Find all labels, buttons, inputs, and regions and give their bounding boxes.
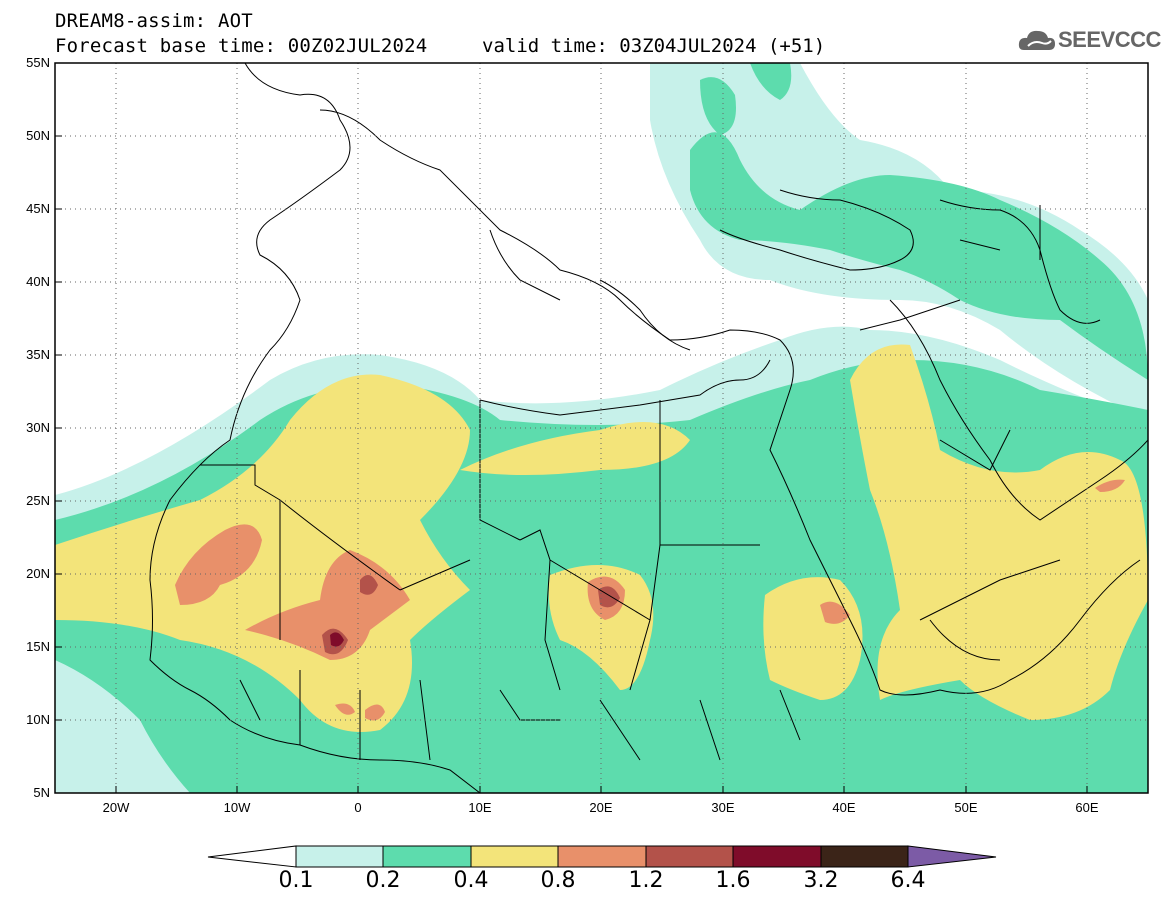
colorbar-swatch-1 [295,845,384,868]
lat-label: 20N [26,566,50,581]
lat-label: 45N [26,201,50,216]
colorbar-low-arrow [207,845,297,868]
colorbar-swatch-4 [557,845,647,868]
lon-label: 60E [1075,800,1099,815]
colorbar-label: 0.2 [365,868,401,893]
colorbar-high-arrow [907,845,997,868]
map-title: DREAM8-assim: AOT [55,10,253,32]
colorbar [207,845,997,868]
cloud-icon [1018,30,1055,50]
colorbar-swatch-5 [645,845,734,868]
lat-label: 55N [26,55,50,70]
colorbar-label: 0.8 [540,868,576,893]
lon-label: 30E [711,800,735,815]
colorbar-swatch-2 [382,845,472,868]
lat-label: 30N [26,420,50,435]
colorbar-swatch-6 [732,845,822,868]
logo-text: SEEVCCC [1058,27,1161,52]
lat-label: 5N [33,785,50,800]
lat-label: 10N [26,712,50,727]
lon-label: 20E [589,800,613,815]
colorbar-label: 6.4 [890,868,926,893]
colorbar-label: 1.6 [715,868,751,893]
colorbar-label: 3.2 [803,868,839,893]
colorbar-label: 0.4 [453,868,489,893]
lon-label: 10E [468,800,492,815]
colorbar-label: 1.2 [628,868,664,893]
lon-label: 0 [354,800,362,815]
lat-label: 35N [26,347,50,362]
colorbar-label: 0.1 [278,868,314,893]
coastlines [149,63,1148,793]
colorbar-swatch-3 [470,845,559,868]
lon-label: 40E [832,800,856,815]
lon-label: 10W [223,800,251,815]
colorbar-swatch-7 [820,845,909,868]
axis-ticks [55,62,1088,794]
lat-label: 40N [26,274,50,289]
lat-label: 25N [26,493,50,508]
lat-label: 15N [26,639,50,654]
lon-label: 50E [954,800,978,815]
forecast-base-time: Forecast base time: 00Z02JUL2024 [55,35,428,57]
valid-time: valid time: 03Z04JUL2024 (+51) [482,35,826,57]
lat-label: 50N [26,128,50,143]
lon-label: 20W [102,800,130,815]
grid-lines [55,63,1148,793]
